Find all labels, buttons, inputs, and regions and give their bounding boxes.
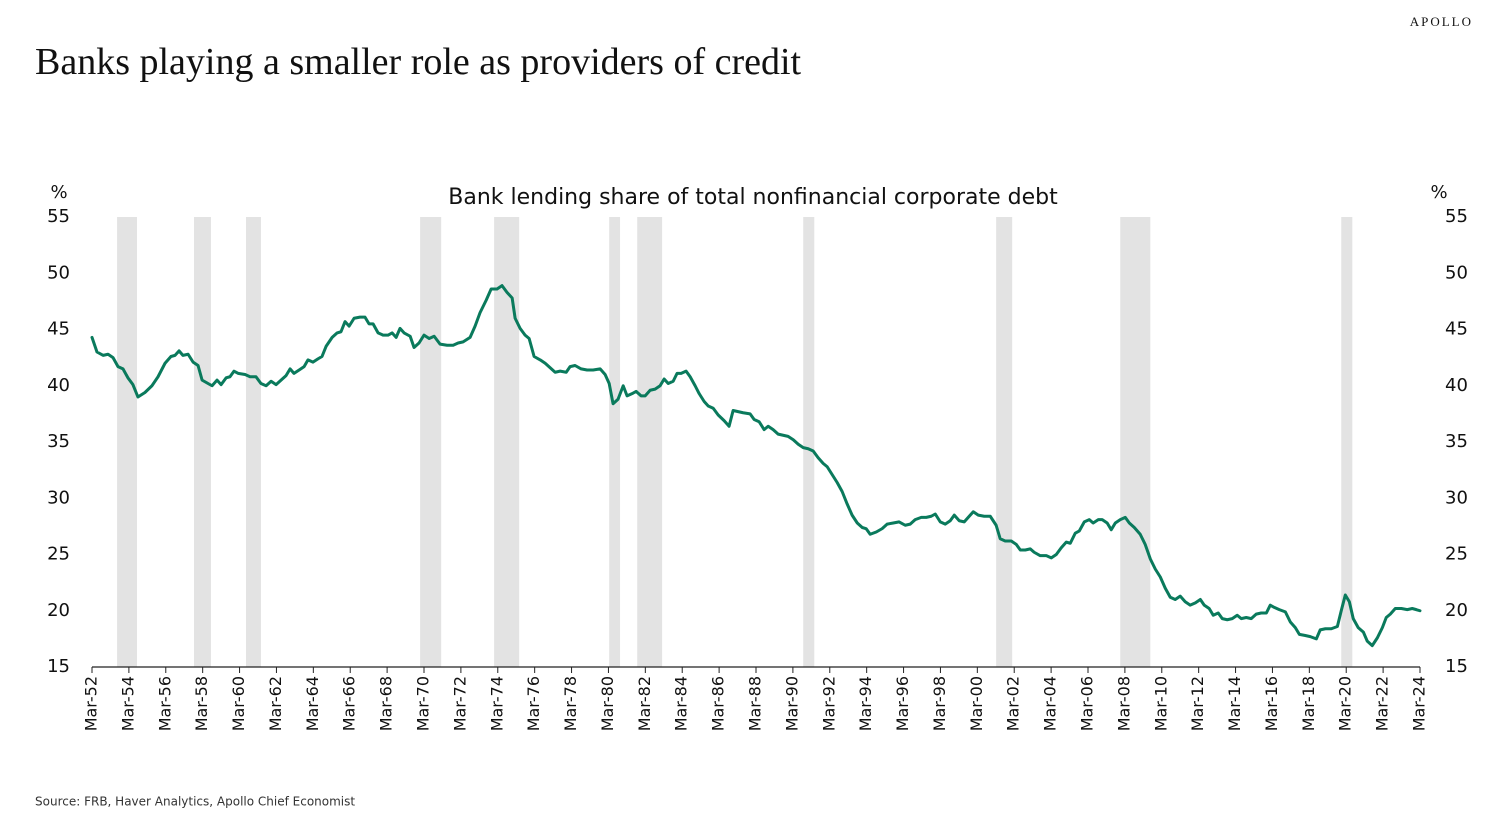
x-tick-label: Mar-68 <box>377 676 396 731</box>
x-tick-label: Mar-92 <box>819 676 838 731</box>
x-tick-label: Mar-14 <box>1225 676 1244 731</box>
brand: APOLLO <box>1410 14 1473 29</box>
recession-band <box>117 217 138 667</box>
x-tick-label: Mar-72 <box>450 676 469 731</box>
x-tick-label: Mar-60 <box>229 676 248 731</box>
y2-tick-label: 30 <box>1445 487 1468 508</box>
x-tick-label: Mar-74 <box>487 676 506 731</box>
x-tick-label: Mar-94 <box>856 676 875 731</box>
x-tick-label: Mar-54 <box>118 676 137 731</box>
x-tick-label: Mar-78 <box>561 676 580 731</box>
x-tick-label: Mar-12 <box>1188 676 1207 731</box>
y-tick-label: 15 <box>47 656 70 677</box>
y2-tick-label: 50 <box>1445 262 1468 283</box>
chart-title: Bank lending share of total nonfinancial… <box>448 185 1058 210</box>
x-tick-label: Mar-18 <box>1299 676 1318 731</box>
x-tick-label: Mar-56 <box>155 676 174 731</box>
y-tick-label: 45 <box>47 319 70 340</box>
y-axis-label: % <box>50 182 67 203</box>
x-tick-label: Mar-06 <box>1078 676 1097 731</box>
x-tick-label: Mar-62 <box>266 676 285 731</box>
y2-tick-label: 40 <box>1445 375 1468 396</box>
x-tick-label: Mar-70 <box>414 676 433 731</box>
recession-band <box>803 217 815 667</box>
x-tick-label: Mar-64 <box>303 676 322 731</box>
y2-tick-label: 20 <box>1445 600 1468 621</box>
x-tick-label: Mar-88 <box>746 676 765 731</box>
x-tick-label: Mar-58 <box>192 676 211 731</box>
x-tick-label: Mar-90 <box>782 676 801 731</box>
y2-tick-label: 45 <box>1445 319 1468 340</box>
recession-band <box>637 217 663 667</box>
x-tick-label: Mar-00 <box>967 676 986 731</box>
x-tick-label: Mar-82 <box>635 676 654 731</box>
y-tick-label: 50 <box>47 262 70 283</box>
recession-band <box>1120 217 1151 667</box>
y-tick-label: 35 <box>47 431 70 452</box>
x-tick-label: Mar-86 <box>709 676 728 731</box>
y2-tick-label: 55 <box>1445 206 1468 227</box>
x-tick-label: Mar-24 <box>1410 676 1429 731</box>
y-tick-label: 40 <box>47 375 70 396</box>
recession-band <box>494 217 520 667</box>
x-tick-label: Mar-22 <box>1373 676 1392 731</box>
recession-band <box>420 217 442 667</box>
recession-band <box>193 217 211 667</box>
x-tick-label: Mar-84 <box>672 676 691 731</box>
y2-tick-label: 25 <box>1445 544 1468 565</box>
y-tick-label: 30 <box>47 487 70 508</box>
x-tick-label: Mar-52 <box>82 676 101 731</box>
line-series <box>90 284 1422 648</box>
y-tick-label: 20 <box>47 600 70 621</box>
x-tick-label: Mar-98 <box>930 676 949 731</box>
x-tick-label: Mar-20 <box>1336 676 1355 731</box>
recession-band <box>996 217 1013 667</box>
y2-tick-label: 35 <box>1445 431 1468 452</box>
y2-tick-label: 15 <box>1445 656 1468 677</box>
x-tick-label: Mar-80 <box>598 676 617 731</box>
page-title: Banks playing a smaller role as provider… <box>35 41 802 83</box>
x-tick-label: Mar-04 <box>1041 676 1060 731</box>
y-tick-label: 55 <box>47 206 70 227</box>
y-tick-label: 25 <box>47 544 70 565</box>
x-tick-label: Mar-16 <box>1262 676 1281 731</box>
recession-band <box>246 217 261 667</box>
source-note: Source: FRB, Haver Analytics, Apollo Chi… <box>35 795 355 809</box>
x-tick-label: Mar-76 <box>524 676 543 731</box>
x-tick-label: Mar-96 <box>893 676 912 731</box>
x-tick-label: Mar-08 <box>1114 676 1133 731</box>
x-tick-label: Mar-02 <box>1004 676 1023 731</box>
recession-band <box>1341 217 1353 667</box>
recession-band <box>609 217 621 667</box>
y2-axis-label: % <box>1430 182 1447 203</box>
x-tick-label: Mar-10 <box>1151 676 1170 731</box>
x-tick-label: Mar-66 <box>340 676 359 731</box>
